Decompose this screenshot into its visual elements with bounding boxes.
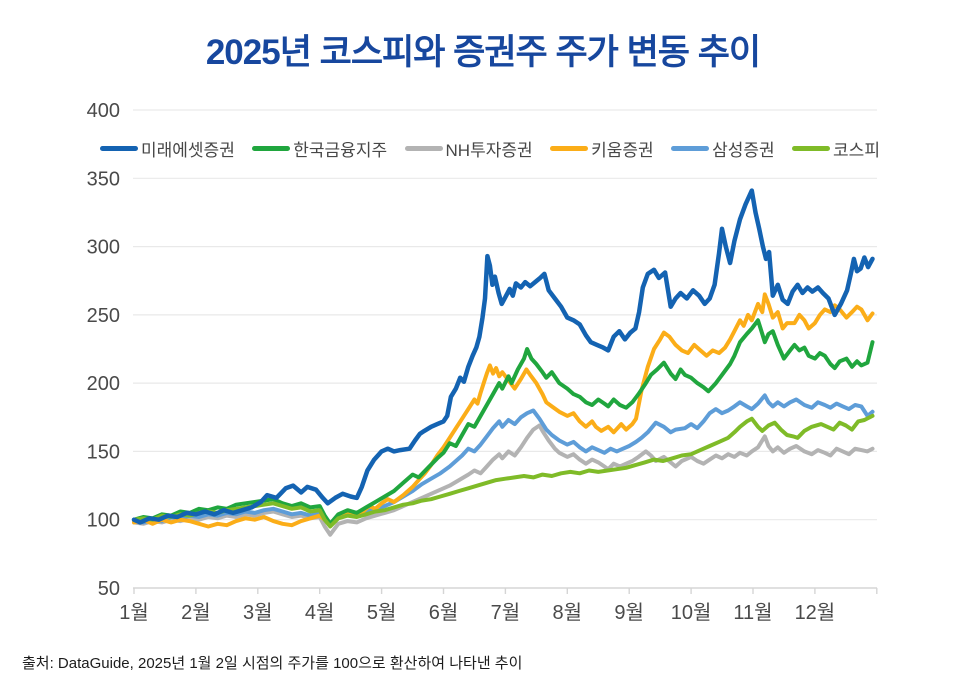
series-line-0 xyxy=(131,188,875,525)
x-tick-label: 6월 xyxy=(429,601,459,624)
legend-swatch-icon xyxy=(550,145,589,151)
legend-item-2: NH투자증권 xyxy=(404,136,533,161)
y-tick-label: 250 xyxy=(87,305,120,327)
legend-swatch-icon xyxy=(100,145,138,151)
x-tick-label: 7월 xyxy=(491,601,521,624)
legend-item-3: 키움증권 xyxy=(550,136,654,161)
series-line-2 xyxy=(132,423,875,537)
legend-item-4: 삼성증권 xyxy=(671,136,775,161)
legend-label: NH투자증권 xyxy=(445,140,533,160)
series-line-3 xyxy=(132,292,875,529)
x-tick-label: 8월 xyxy=(553,601,583,624)
x-tick-label: 5월 xyxy=(367,601,397,624)
legend-label: 코스피 xyxy=(833,140,880,160)
x-tick-label: 10월 xyxy=(671,601,712,624)
legend-swatch-icon xyxy=(792,145,831,151)
x-axis xyxy=(133,587,878,594)
y-tick-label: 100 xyxy=(87,510,120,532)
legend-swatch-icon xyxy=(671,145,710,151)
x-tick-label: 11월 xyxy=(733,601,772,624)
x-tick-label: 12월 xyxy=(795,601,836,624)
y-tick-label: 400 xyxy=(87,100,120,122)
series-line-4 xyxy=(132,393,875,528)
series-line-5 xyxy=(132,413,875,529)
x-tick-label: 1월 xyxy=(119,601,149,624)
x-tick-label: 2월 xyxy=(181,601,211,624)
legend-label: 미래에셋증권 xyxy=(141,140,235,160)
x-tick-label: 4월 xyxy=(305,601,335,624)
legend-swatch-icon xyxy=(404,145,443,151)
legend-label: 한국금융지주 xyxy=(293,140,388,160)
series-line-1 xyxy=(132,318,875,526)
x-tick-label: 3월 xyxy=(243,601,273,624)
legend-label: 키움증권 xyxy=(591,140,654,160)
x-axis-labels: 1월 2월 3월 4월 5월 6월 7월 8월 9월 10월 11월 12월 xyxy=(119,601,835,624)
legend-item-0: 미래에셋증권 xyxy=(100,136,235,161)
x-tick-label: 9월 xyxy=(614,601,644,624)
chart-title: 2025년 코스피와 증권주 주가 변동 추이 xyxy=(205,33,761,72)
y-tick-label: 50 xyxy=(98,578,120,600)
legend-item-5: 코스피 xyxy=(792,136,880,161)
legend-swatch-icon xyxy=(252,145,291,151)
y-axis-labels: 50 100 150 200 250 300 350 400 xyxy=(87,100,120,600)
y-tick-label: 150 xyxy=(87,441,120,463)
y-tick-label: 350 xyxy=(87,168,120,190)
source-note: 출처: DataGuide, 2025년 1월 2일 시점의 주가를 100으로… xyxy=(22,655,523,672)
y-tick-label: 300 xyxy=(87,237,120,259)
legend: 미래에셋증권 한국금융지주 NH투자증권 키움증권 삼성증권 코스피 xyxy=(100,139,880,160)
legend-label: 삼성증권 xyxy=(712,140,775,160)
legend-item-1: 한국금융지주 xyxy=(252,136,387,161)
y-tick-label: 200 xyxy=(87,373,120,395)
